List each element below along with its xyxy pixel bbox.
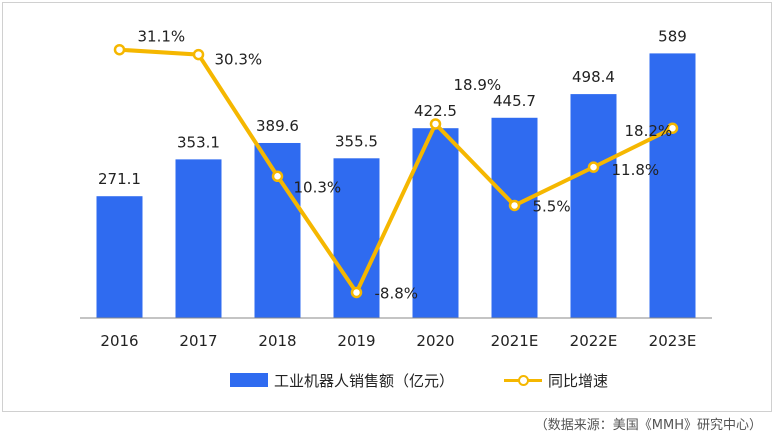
growth-label-2019: -8.8% [375, 284, 419, 302]
x-tick-2017: 2017 [179, 332, 217, 350]
bar-label-2022E: 498.4 [572, 68, 615, 86]
legend-line-swatch [504, 373, 543, 387]
x-tick-2023E: 2023E [649, 332, 697, 350]
bar-label-2023E: 589 [658, 27, 687, 45]
bar-2018 [254, 142, 301, 318]
growth-point-2018 [271, 170, 284, 183]
legend: 工业机器人销售额（亿元） 同比增速 [230, 368, 658, 392]
growth-point-2022E [587, 161, 600, 173]
bar-label-2018: 389.6 [256, 117, 299, 135]
bar-label-2020: 422.5 [414, 102, 457, 120]
growth-label-2020: 18.9% [454, 76, 502, 94]
chart-frame [2, 2, 772, 412]
growth-line [119, 47, 674, 297]
bar-label-2016: 271.1 [98, 170, 141, 188]
growth-point-2021E [508, 199, 521, 212]
growth-label-2022E: 11.8% [612, 161, 660, 179]
growth-label-2023E: 18.2% [625, 122, 673, 140]
growth-point-2023E [666, 122, 679, 134]
bar-data-labels: 271.1 353.1 389.6 355.5 422.5 445.7 498.4 589 [98, 27, 687, 188]
x-tick-2019: 2019 [337, 332, 375, 350]
legend-item-growth: 同比增速 [504, 370, 608, 391]
bar-2016 [96, 196, 143, 318]
x-axis-tick-labels: 2016 2017 2018 2019 2020 2021E 2022E 2023E [100, 332, 696, 350]
growth-label-2018: 10.3% [294, 178, 342, 196]
growth-point-2020 [429, 118, 442, 130]
bar-label-2017: 353.1 [177, 133, 220, 151]
x-tick-2016: 2016 [100, 332, 138, 350]
x-tick-2021E: 2021E [491, 332, 539, 350]
growth-label-2021E: 5.5% [533, 197, 571, 215]
legend-label-growth: 同比增速 [548, 371, 609, 390]
bar-2017 [175, 159, 222, 318]
growth-point-2019 [350, 286, 363, 299]
legend-bar-swatch [230, 373, 268, 387]
x-tick-2022E: 2022E [570, 332, 618, 350]
growth-point-2017 [192, 48, 205, 61]
bar-2022E [570, 94, 617, 318]
bar-2021E [491, 117, 538, 318]
growth-label-2017: 30.3% [215, 51, 263, 69]
growth-label-2016: 31.1% [138, 28, 186, 46]
bar-label-2021E: 445.7 [493, 92, 536, 110]
x-tick-2018: 2018 [258, 332, 296, 350]
legend-item-sales: 工业机器人销售额（亿元） [230, 370, 454, 391]
line-data-labels: 31.1% 30.3% 10.3% -8.8% 18.9% 5.5% 11.8% 18.2% [138, 28, 673, 303]
growth-point-2016 [113, 43, 126, 56]
line-series [113, 43, 679, 299]
bar-series [96, 53, 696, 318]
x-tick-2020: 2020 [416, 332, 454, 350]
bar-2023E [649, 53, 696, 318]
source-note: （数据来源：美国《MMH》研究中心） [534, 418, 762, 433]
bar-label-2019: 355.5 [335, 132, 378, 150]
legend-label-sales: 工业机器人销售额（亿元） [274, 371, 455, 390]
